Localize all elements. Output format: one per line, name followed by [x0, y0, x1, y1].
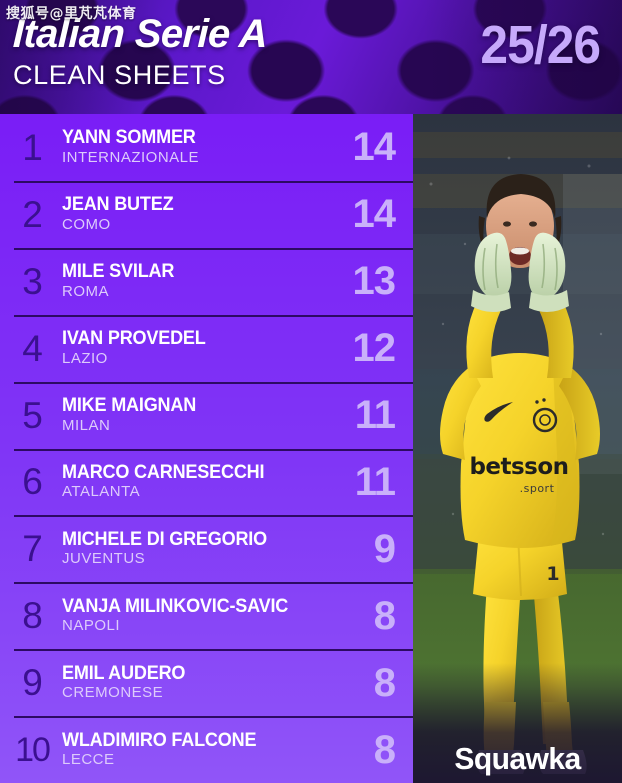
- stat-value: 8: [373, 660, 396, 705]
- team-name: ATALANTA: [62, 483, 141, 501]
- page-subtitle: CLEAN SHEETS: [13, 59, 226, 90]
- watermark-text: 搜狐号@里芃芃体育: [6, 6, 137, 22]
- player-block: EMIL AUDERO CREMONESE: [54, 662, 329, 702]
- player-name: VANJA MILINKOVIC-SAVIC: [62, 595, 289, 617]
- player-block: MILE SVILAR ROMA: [54, 262, 329, 300]
- rank-number: 6: [22, 461, 43, 503]
- rank-number: 4: [22, 327, 43, 369]
- team-name: MILAN: [62, 416, 111, 434]
- list-item[interactable]: 9 EMIL AUDERO CREMONESE 8: [0, 649, 413, 716]
- player-block: MIKE MAIGNAN MILAN: [54, 396, 329, 434]
- player-name: YANN SOMMER: [62, 127, 196, 149]
- player-name: IVAN PROVEDEL: [62, 328, 206, 350]
- svg-text:betsson: betsson: [469, 454, 568, 480]
- season-badge: 25/26: [480, 15, 601, 75]
- player-block: JEAN BUTEZ COMO: [54, 195, 329, 233]
- player-name: MARCO CARNESECCHI: [62, 461, 265, 483]
- svg-text:1: 1: [546, 563, 559, 585]
- header-banner: Italian Serie A CLEAN SHEETS 25/26: [0, 0, 622, 114]
- team-name: LECCE: [62, 751, 115, 769]
- player-block: MICHELE DI GREGORIO JUVENTUS: [54, 528, 329, 568]
- player-block: VANJA MILINKOVIC-SAVIC NAPOLI: [54, 595, 329, 635]
- rank-number: 7: [22, 528, 43, 570]
- stat-value: 8: [373, 727, 396, 772]
- stat-value: 11: [354, 459, 396, 504]
- list-item[interactable]: 5 MIKE MAIGNAN MILAN 11: [0, 381, 413, 449]
- list-item[interactable]: 8 VANJA MILINKOVIC-SAVIC NAPOLI 8: [0, 582, 413, 649]
- rank-number: 3: [22, 260, 43, 302]
- list-item[interactable]: 3 MILE SVILAR ROMA 13: [0, 247, 413, 315]
- stat-value: 13: [352, 259, 397, 304]
- rank-number: 5: [22, 394, 43, 436]
- stat-value: 9: [373, 526, 396, 571]
- rank-number: 1: [22, 126, 43, 168]
- rank-number: 2: [22, 193, 43, 235]
- list-item[interactable]: 10 WLADIMIRO FALCONE LECCE 8: [0, 716, 413, 783]
- team-name: ROMA: [62, 282, 109, 300]
- player-name: MIKE MAIGNAN: [62, 395, 197, 417]
- rank-number: 8: [22, 595, 43, 637]
- photo-bottom-gradient: [413, 663, 622, 783]
- team-name: NAPOLI: [62, 617, 121, 635]
- rank-number: 10: [15, 730, 51, 769]
- list-item[interactable]: 4 IVAN PROVEDEL LAZIO 12: [0, 314, 413, 382]
- stat-value: 14: [352, 192, 397, 237]
- team-name: JUVENTUS: [62, 550, 146, 568]
- player-block: YANN SOMMER INTERNAZIONALE: [54, 128, 329, 166]
- player-block: IVAN PROVEDEL LAZIO: [54, 329, 329, 367]
- team-name: LAZIO: [62, 349, 108, 367]
- player-name: MILE SVILAR: [62, 261, 175, 283]
- team-name: COMO: [62, 215, 111, 233]
- stat-value: 14: [352, 125, 397, 170]
- player-block: MARCO CARNESECCHI ATALANTA: [54, 461, 329, 501]
- player-photo: betsson .sport 1: [413, 114, 622, 783]
- team-name: CREMONESE: [62, 684, 164, 702]
- stat-value: 8: [373, 593, 396, 638]
- team-name: INTERNAZIONALE: [62, 148, 200, 166]
- player-block: WLADIMIRO FALCONE LECCE: [54, 729, 329, 769]
- list-item[interactable]: 7 MICHELE DI GREGORIO JUVENTUS 9: [0, 515, 413, 582]
- stat-value: 12: [352, 326, 397, 371]
- ranking-list: 1 YANN SOMMER INTERNAZIONALE 14 2 JEAN B…: [0, 114, 413, 783]
- list-item[interactable]: 6 MARCO CARNESECCHI ATALANTA 11: [0, 448, 413, 516]
- title-block: Italian Serie A CLEAN SHEETS: [12, 12, 268, 90]
- stat-value: 11: [354, 393, 396, 438]
- player-name: EMIL AUDERO: [62, 662, 186, 684]
- player-name: JEAN BUTEZ: [62, 194, 174, 216]
- player-name: WLADIMIRO FALCONE: [62, 729, 257, 751]
- brand-logo: Squawka: [454, 741, 581, 776]
- rank-number: 9: [22, 662, 43, 704]
- svg-text:.sport: .sport: [520, 482, 555, 495]
- player-name: MICHELE DI GREGORIO: [62, 528, 267, 550]
- list-item[interactable]: 2 JEAN BUTEZ COMO 14: [0, 180, 413, 248]
- list-item[interactable]: 1 YANN SOMMER INTERNAZIONALE 14: [0, 114, 413, 181]
